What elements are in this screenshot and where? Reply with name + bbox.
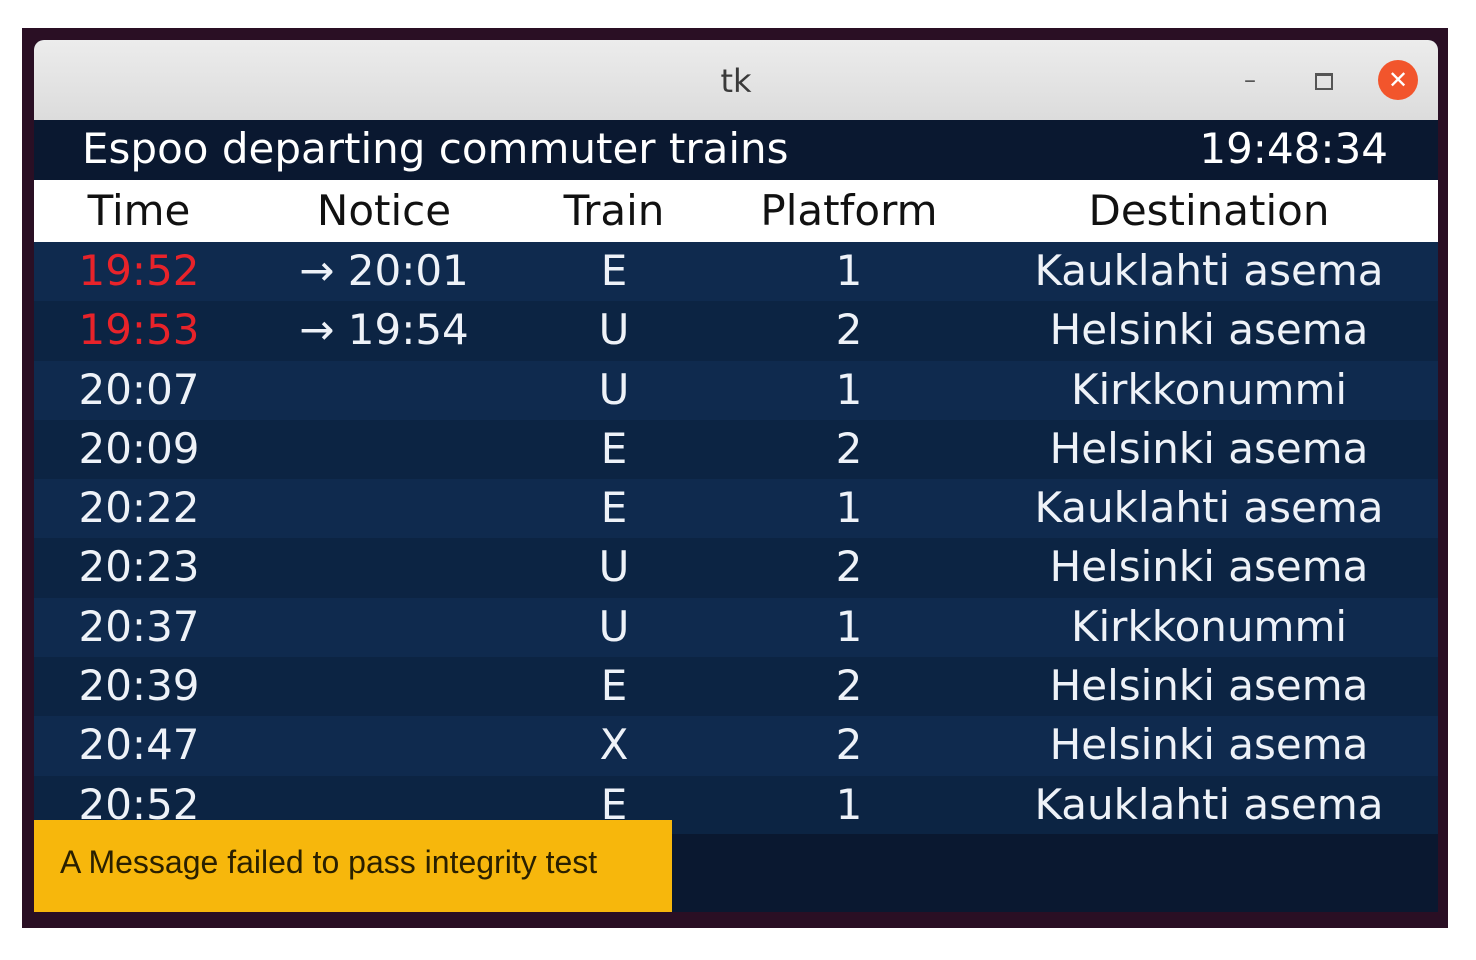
destination: Kauklahti asema: [1034, 483, 1384, 533]
column-header-notice: Notice: [316, 186, 452, 235]
close-button[interactable]: ✕: [1378, 60, 1418, 100]
departure-time: 20:09: [78, 423, 200, 473]
window-title: tk: [720, 62, 752, 100]
table-row: 19:52 → 20:01 E 1 Kauklahti asema: [34, 242, 1438, 302]
destination: Kauklahti asema: [1034, 246, 1384, 295]
destination: Kirkkonummi: [1070, 601, 1348, 651]
platform-number: 1: [835, 364, 863, 414]
table-row: 20:09 E 2 Helsinki asema: [34, 419, 1438, 480]
platform-number: 1: [835, 779, 863, 829]
train-line: X: [599, 720, 629, 770]
train-line: U: [598, 364, 630, 414]
table-row: 19:53 → 19:54 U 2 Helsinki asema: [34, 301, 1438, 361]
destination: Kirkkonummi: [1070, 364, 1348, 414]
minimize-icon: –: [1244, 66, 1256, 94]
table-row: 20:22 E 1 Kauklahti asema: [34, 479, 1438, 539]
table-row: 20:23 U 2 Helsinki asema: [34, 538, 1438, 598]
title-bar[interactable]: tk – ✕: [34, 40, 1438, 121]
platform-number: 1: [835, 246, 863, 295]
integrity-warning-banner: A Message failed to pass integrity test: [34, 820, 672, 912]
platform-number: 2: [835, 542, 863, 592]
train-line: E: [600, 246, 628, 295]
train-line: U: [598, 542, 630, 592]
departure-notice: → 20:01: [299, 246, 469, 295]
board-title: Espoo departing commuter trains: [82, 124, 789, 173]
destination: Helsinki asema: [1049, 661, 1369, 711]
platform-number: 1: [835, 483, 863, 533]
platform-number: 2: [835, 305, 863, 355]
maximize-button[interactable]: [1304, 60, 1344, 100]
platform-number: 2: [835, 661, 863, 711]
destination: Helsinki asema: [1049, 423, 1369, 473]
app-window: tk – ✕ Espoo departing commuter trains 1…: [34, 40, 1438, 912]
column-header-destination: Destination: [1088, 186, 1330, 235]
column-header-row: Time Notice Train Platform Destination: [34, 180, 1438, 242]
minimize-button[interactable]: –: [1230, 60, 1270, 100]
departure-time: 19:53: [78, 305, 200, 355]
departures-table: 19:52 → 20:01 E 1 Kauklahti asema 19:53 …: [34, 242, 1438, 835]
train-line: E: [600, 483, 628, 533]
departure-time: 20:39: [78, 661, 200, 711]
departure-time: 20:47: [78, 720, 200, 770]
departure-time: 20:07: [78, 364, 200, 414]
departure-time: 20:22: [78, 483, 200, 533]
column-header-train: Train: [563, 186, 665, 235]
column-header-time: Time: [87, 186, 191, 235]
destination: Kauklahti asema: [1034, 779, 1384, 829]
close-icon: ✕: [1387, 66, 1409, 94]
table-row: 20:37 U 1 Kirkkonummi: [34, 597, 1438, 658]
board-clock: 19:48:34: [1199, 124, 1388, 173]
board-header: Espoo departing commuter trains 19:48:34: [34, 120, 1438, 180]
column-header-platform: Platform: [760, 186, 938, 235]
train-line: E: [600, 423, 628, 473]
platform-number: 2: [835, 720, 863, 770]
train-line: U: [598, 305, 630, 355]
train-line: E: [600, 661, 628, 711]
table-row: 20:47 X 2 Helsinki asema: [34, 716, 1438, 776]
destination: Helsinki asema: [1049, 305, 1369, 355]
maximize-icon: [1315, 72, 1333, 90]
destination: Helsinki asema: [1049, 542, 1369, 592]
platform-number: 1: [835, 601, 863, 651]
platform-number: 2: [835, 423, 863, 473]
departure-time: 19:52: [78, 246, 200, 295]
table-row: 20:39 E 2 Helsinki asema: [34, 657, 1438, 717]
departure-time: 20:37: [78, 601, 200, 651]
departure-time: 20:23: [78, 542, 200, 592]
train-line: U: [598, 601, 630, 651]
table-row: 20:07 U 1 Kirkkonummi: [34, 360, 1438, 420]
destination: Helsinki asema: [1049, 720, 1369, 770]
warning-message: A Message failed to pass integrity test: [60, 844, 598, 880]
departure-notice: → 19:54: [299, 305, 469, 355]
